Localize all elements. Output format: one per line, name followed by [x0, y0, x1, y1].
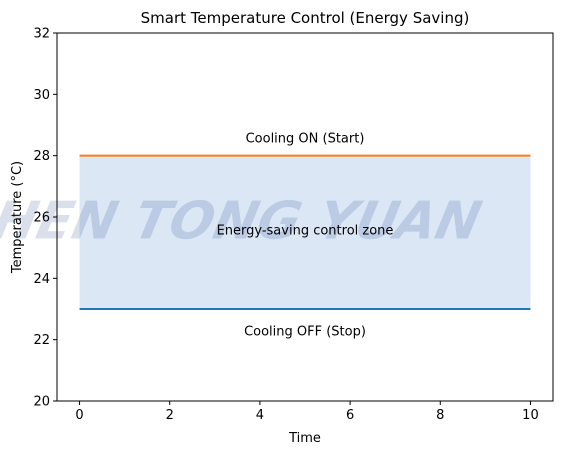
x-tick-label: 6: [346, 408, 354, 423]
y-tick-label: 26: [33, 211, 50, 226]
x-tick-label: 8: [436, 408, 444, 423]
chart-title: Smart Temperature Control (Energy Saving…: [141, 9, 470, 27]
x-axis-label: Time: [288, 431, 321, 446]
control-zone-annotation: Energy-saving control zone: [217, 223, 394, 238]
y-axis-label: Temperature (°C): [10, 161, 25, 274]
watermark-logo: CHEN TONG YUAN: [0, 191, 486, 251]
y-tick-label: 24: [33, 272, 50, 287]
cooling-off-annotation: Cooling OFF (Stop): [244, 324, 366, 339]
y-tick-label: 30: [33, 88, 50, 103]
y-tick-label: 28: [33, 149, 50, 164]
y-tick-label: 32: [33, 27, 50, 42]
x-tick-label: 4: [256, 408, 264, 423]
energy-saving-zone-band: [79, 155, 531, 309]
x-tick-label: 2: [166, 408, 174, 423]
y-tick-label: 20: [33, 395, 50, 410]
x-tick-label: 10: [522, 408, 539, 423]
x-tick-label: 0: [75, 408, 83, 423]
y-tick-label: 22: [33, 333, 50, 348]
cooling-on-annotation: Cooling ON (Start): [246, 131, 365, 146]
